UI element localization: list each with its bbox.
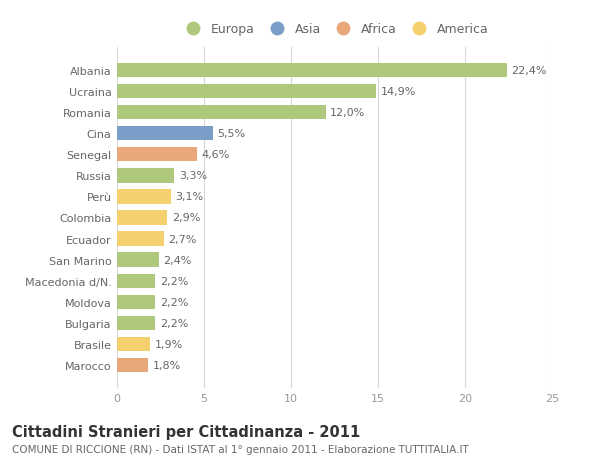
Bar (117, 358, 148, 372)
Bar (117, 106, 326, 120)
Bar (117, 148, 197, 162)
Bar (117, 253, 159, 267)
Text: 2,9%: 2,9% (172, 213, 200, 223)
Text: 4,6%: 4,6% (202, 150, 230, 160)
Bar (117, 337, 150, 352)
Text: 5,5%: 5,5% (217, 129, 245, 139)
Text: 12,0%: 12,0% (330, 108, 365, 118)
Bar (117, 84, 376, 99)
Text: 1,9%: 1,9% (154, 339, 182, 349)
Text: 1,8%: 1,8% (152, 360, 181, 370)
Bar (117, 232, 164, 246)
Legend: Europa, Asia, Africa, America: Europa, Asia, Africa, America (178, 21, 491, 39)
Text: 2,2%: 2,2% (160, 297, 188, 307)
Text: 22,4%: 22,4% (511, 66, 547, 76)
Text: 2,7%: 2,7% (169, 234, 197, 244)
Bar (117, 316, 155, 330)
Bar (117, 169, 175, 183)
Text: 3,1%: 3,1% (175, 192, 203, 202)
Text: Cittadini Stranieri per Cittadinanza - 2011: Cittadini Stranieri per Cittadinanza - 2… (12, 425, 360, 440)
Text: 2,2%: 2,2% (160, 318, 188, 328)
Text: 3,3%: 3,3% (179, 171, 207, 181)
Text: COMUNE DI RICCIONE (RN) - Dati ISTAT al 1° gennaio 2011 - Elaborazione TUTTITALI: COMUNE DI RICCIONE (RN) - Dati ISTAT al … (12, 444, 469, 454)
Text: 14,9%: 14,9% (380, 87, 416, 97)
Bar (117, 127, 213, 141)
Text: 2,2%: 2,2% (160, 276, 188, 286)
Bar (117, 64, 507, 78)
Bar (117, 295, 155, 309)
Text: 2,4%: 2,4% (163, 255, 191, 265)
Bar (117, 190, 171, 204)
Bar (117, 274, 155, 288)
Bar (117, 211, 167, 225)
